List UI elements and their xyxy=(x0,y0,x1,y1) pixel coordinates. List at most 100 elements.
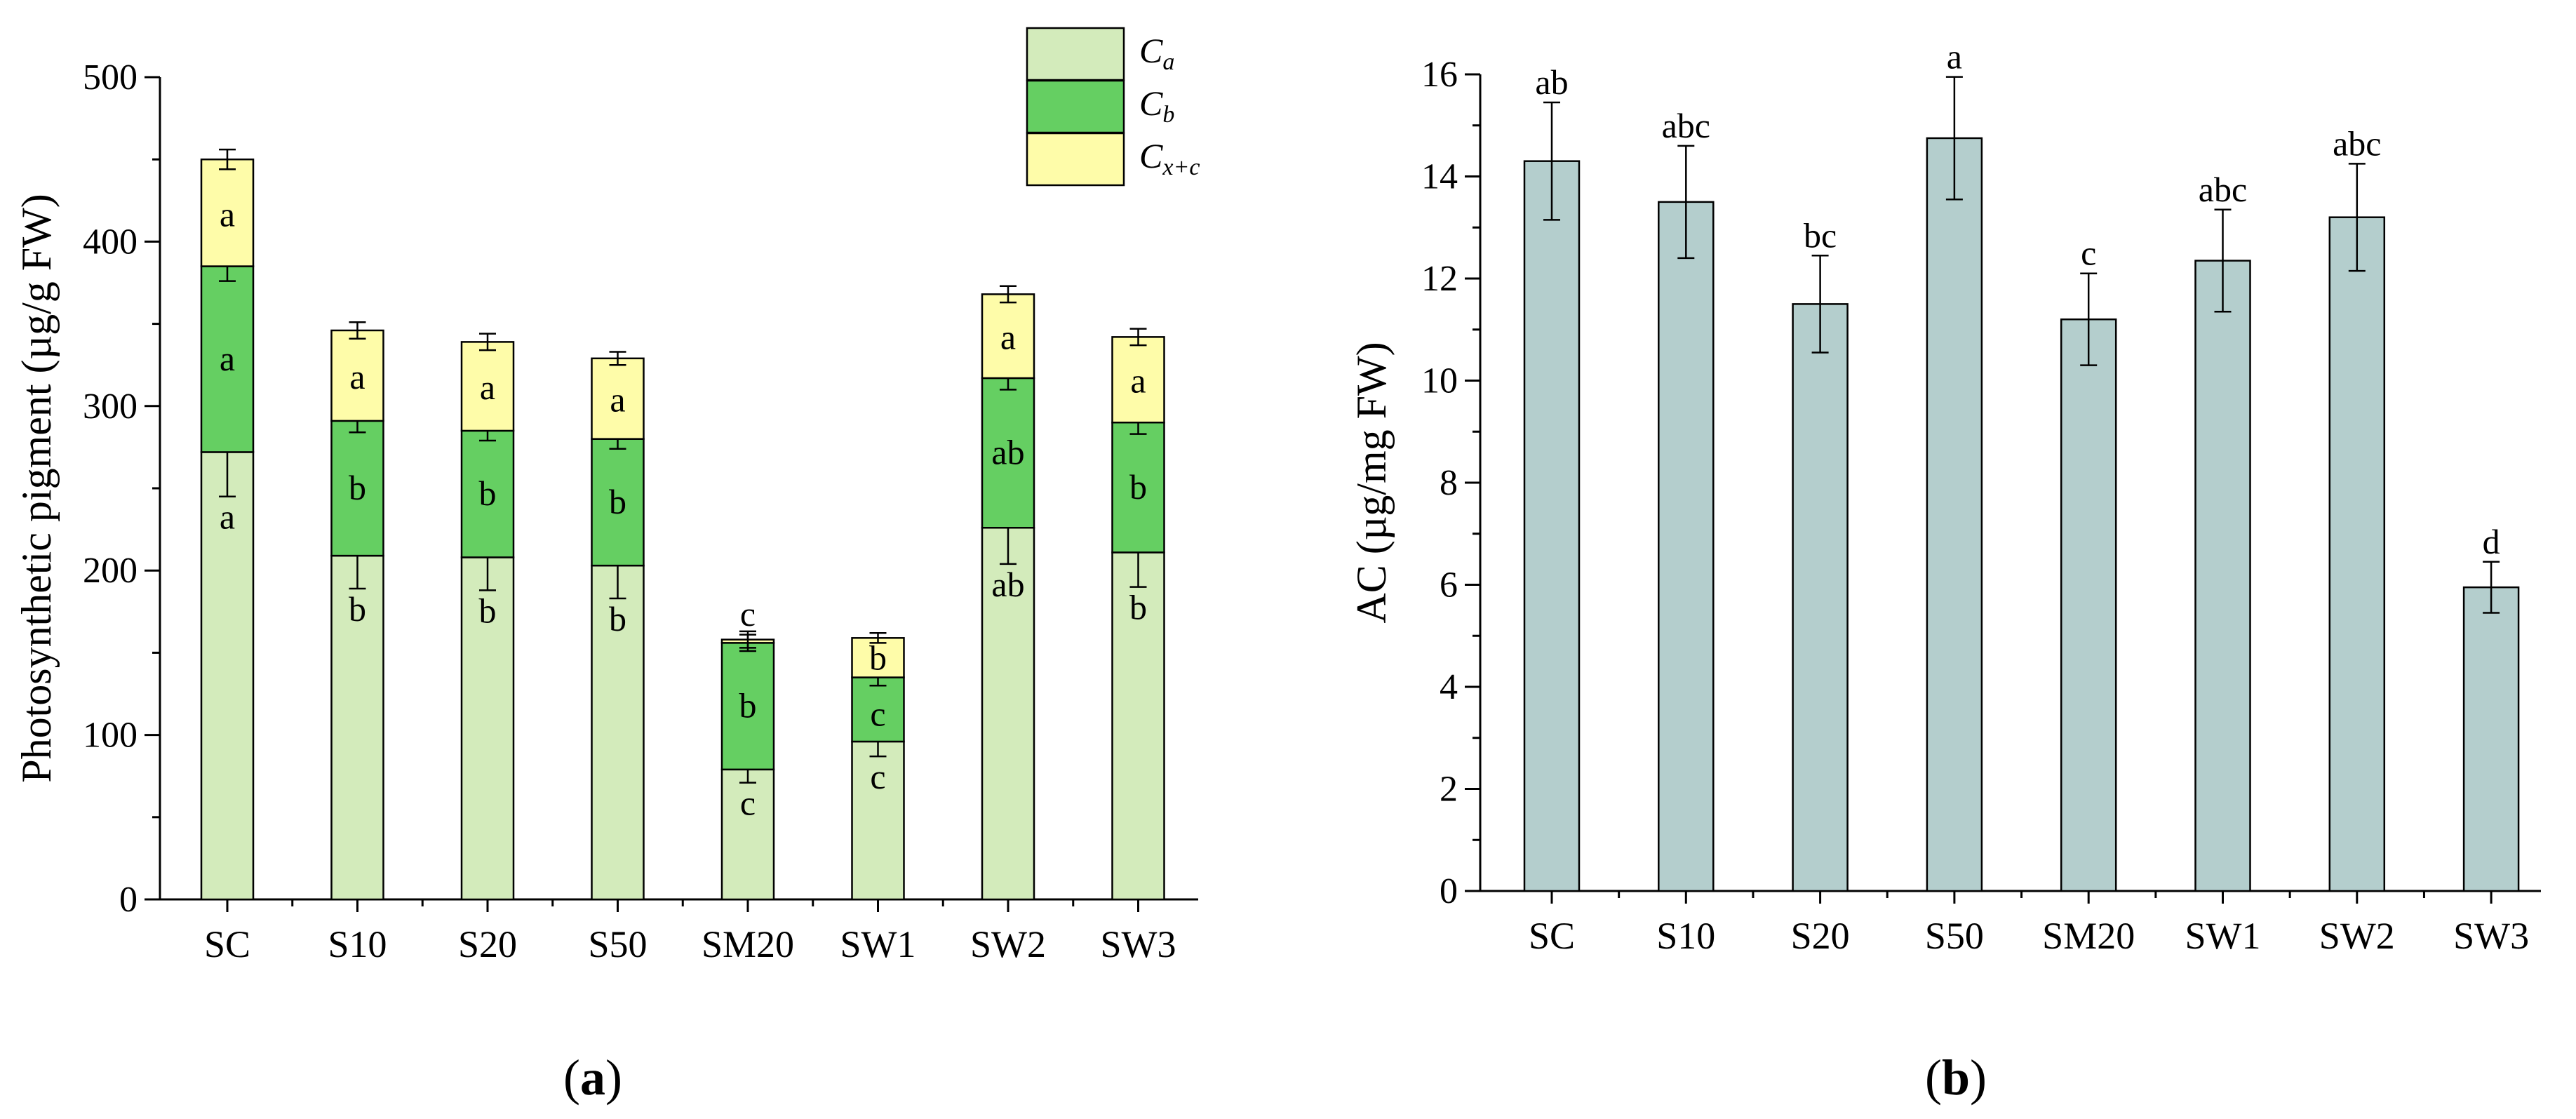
panel-a-bar-cb xyxy=(981,377,1035,529)
panel-a-legend-label-base: C xyxy=(1139,31,1163,70)
panel-a-error-bar xyxy=(1129,328,1147,347)
panel-a-error-bar xyxy=(349,321,366,340)
panel-b-error-bar xyxy=(1811,255,1829,354)
panel-b-y-tick-label: 14 xyxy=(1421,157,1458,197)
panel-a-y-ticks: 0 100 200 300 400 500 xyxy=(83,58,160,920)
panel-a-error-bar xyxy=(479,333,496,351)
panel-a-significance-letter: ab xyxy=(991,565,1024,604)
panel-a-significance-letter: a xyxy=(220,194,235,234)
panel-a-significance-letter: a xyxy=(220,497,235,537)
panel-a-error-bar xyxy=(869,632,887,644)
panel-a-significance-letter: b xyxy=(609,599,626,638)
panel-a-significance-letter: b xyxy=(1129,588,1147,627)
panel-b-bar xyxy=(1523,160,1581,892)
panel-b-category-label: S20 xyxy=(1791,915,1850,957)
panel-b-significance-letter: c xyxy=(2081,234,2096,273)
panel-a-legend-label-base: C xyxy=(1139,136,1163,175)
panel-b-error-bar xyxy=(2214,208,2232,313)
panel-a-legend-swatch xyxy=(1026,79,1125,134)
panel-b-category-label: S10 xyxy=(1656,915,1715,957)
panel-a-significance-letter: c xyxy=(740,784,756,823)
panel-a-y-tick-label: 200 xyxy=(83,551,137,591)
panel-b-bar xyxy=(2060,318,2117,892)
panel-a-legend-label: Ca xyxy=(1139,31,1174,75)
panel-a-category-labels: SC S10 S20 S50 SM20 SW1 SW2 SW3 xyxy=(204,899,1176,965)
panel-b-label: (b) xyxy=(1925,1050,1987,1106)
panel-a-legend-label: Cb xyxy=(1139,83,1174,128)
panel-a-category-label: S10 xyxy=(328,923,387,965)
panel-b-y-tick-label: 6 xyxy=(1440,565,1458,605)
panel-a-legend-label-base: C xyxy=(1139,83,1163,123)
panel-a-label: (a) xyxy=(563,1050,622,1106)
panel-b-label-letter: b xyxy=(1942,1050,1970,1106)
panel-a-significance-letter: b xyxy=(609,482,626,521)
panel-b-bar xyxy=(1658,201,1715,892)
panel-b-y-tick-label: 10 xyxy=(1421,361,1458,401)
panel-a-y-tick-label: 0 xyxy=(119,880,137,920)
panel-a-category-label: S50 xyxy=(588,923,647,965)
panel-b-y-tick-label: 16 xyxy=(1421,55,1458,95)
panel-a-bar-cb xyxy=(200,265,255,453)
panel-a-bar-cxc xyxy=(460,341,515,432)
panel-b-error-bar xyxy=(1945,76,1963,201)
panel-b-error-bar xyxy=(1543,101,1560,221)
panel-b-category-label: SW1 xyxy=(2185,915,2261,957)
panel-a-significance-letter: c xyxy=(870,757,885,796)
panel-b-label-open: ( xyxy=(1925,1050,1942,1106)
panel-a-legend: Ca Cb Cx+c xyxy=(1026,27,1200,187)
panel-a-bar-ca xyxy=(851,740,905,901)
panel-a-error-bar xyxy=(1000,285,1017,304)
panel-a-label-letter: a xyxy=(580,1050,605,1106)
panel-b-bar xyxy=(1792,303,1849,892)
panel-a-significance-letter: a xyxy=(1130,361,1146,401)
panel-a-label-open: ( xyxy=(563,1050,580,1106)
panel-a-y-tick-label: 500 xyxy=(83,58,137,98)
panel-a-bar-ca xyxy=(720,768,775,901)
panel-b-y-tick-label: 2 xyxy=(1440,770,1458,810)
panel-a-significance-letter: a xyxy=(1000,318,1016,357)
panel-b-significance-letter: ab xyxy=(1535,62,1568,102)
panel-a-significance-letter: a xyxy=(220,339,235,378)
panel-a-y-tick-label: 400 xyxy=(83,222,137,262)
panel-a-significance-letter: c xyxy=(870,695,885,734)
panel-a-y-axis-title: Photosynthetic pigment (µg/g FW) xyxy=(13,194,60,783)
panel-a-category-label: SW3 xyxy=(1101,923,1176,965)
panel-b-error-bar xyxy=(1677,145,1695,260)
panel-a-error-bar xyxy=(219,148,236,170)
panel-b-category-label: SW2 xyxy=(2319,915,2395,957)
panel-b-bar xyxy=(2328,216,2386,892)
panel-b-error-bar xyxy=(2348,163,2366,272)
panel-a-significance-letter: b xyxy=(1129,467,1147,507)
panel-b-category-label: SW3 xyxy=(2453,915,2529,957)
panel-b-significance-letter: abc xyxy=(2333,123,2381,163)
panel-a-significance-letter: b xyxy=(869,638,887,678)
panel-a-legend-label: Cx+c xyxy=(1139,136,1200,180)
panel-a-bar-ca xyxy=(460,556,515,901)
panel-a-bar-cb xyxy=(720,642,775,771)
panel-a-significance-letter: c xyxy=(740,594,756,634)
panel-b-error-bar xyxy=(2080,272,2098,366)
panel-b-y-tick-label: 0 xyxy=(1440,871,1458,911)
panel-b-error-bar xyxy=(2483,561,2500,614)
panel-a-category-label: SC xyxy=(204,923,250,965)
panel-a-significance-letter: a xyxy=(610,380,625,420)
panel-a-legend-label-sub: a xyxy=(1162,49,1174,75)
panel-b-bar xyxy=(1926,137,1983,892)
panel-a-legend-swatch xyxy=(1026,132,1125,187)
panel-b-y-tick-label: 8 xyxy=(1440,463,1458,503)
panel-b-y-tick-label: 4 xyxy=(1440,667,1458,707)
panel-a-bar-cb xyxy=(591,438,645,567)
panel-a-significance-letter: b xyxy=(739,686,757,725)
panel-b-y-axis-title: AC (µg/mg FW) xyxy=(1348,342,1395,623)
panel-a-bar-ca xyxy=(591,564,645,901)
panel-b-category-label: SC xyxy=(1529,915,1575,957)
panel-b-significance-letter: d xyxy=(2483,522,2500,561)
panel-b-category-labels: SC S10 S20 S50 SM20 SW1 SW2 SW3 xyxy=(1529,891,2529,957)
panel-a-y-tick-label: 300 xyxy=(83,387,137,427)
panel-b-bars: ab abc bc a c abc abc d xyxy=(1523,37,2520,892)
panel-a-significance-letter: a xyxy=(480,368,495,407)
